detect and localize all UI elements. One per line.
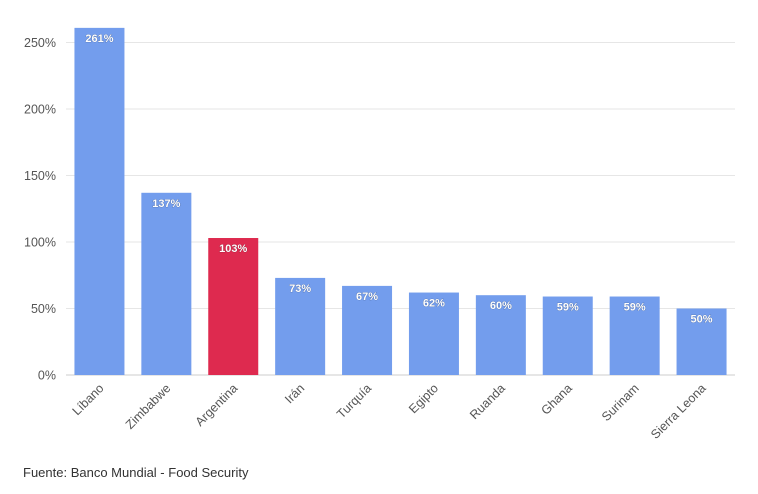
x-axis-tick-labels: Líbano Zimbabwe Argentina Irán Turquía Egipto… (70, 381, 709, 442)
data-label: 103% (219, 243, 247, 255)
bar-2 (141, 192, 192, 375)
data-label: 62% (423, 298, 445, 310)
bar-5 (342, 285, 393, 375)
y-tick-label: 150% (24, 169, 56, 183)
x-tick-label: Ghana (538, 381, 574, 417)
data-label: 67% (356, 291, 378, 303)
bars (74, 27, 727, 376)
bar-9 (609, 296, 660, 375)
data-label: 261% (85, 33, 113, 45)
bar-10 (676, 308, 727, 375)
x-tick-label: Sierra Leona (648, 381, 709, 442)
data-label: 59% (624, 302, 646, 314)
y-tick-label: 0% (38, 369, 56, 383)
y-tick-label: 250% (24, 36, 56, 50)
bar-7 (475, 295, 526, 375)
bar-3 (208, 238, 259, 375)
x-tick-label: Surinam (599, 381, 642, 424)
data-labels: 261% 137% 103% 73% 67% 62% 60% 59% 59% 50% (85, 33, 713, 326)
y-axis-tick-labels: 0% 50% 100% 150% 200% 250% (24, 36, 56, 383)
bar-1 (74, 27, 125, 376)
x-tick-label: Turquía (334, 381, 374, 421)
data-label: 50% (691, 314, 713, 326)
x-tick-label: Zimbabwe (123, 381, 174, 432)
source-note: Fuente: Banco Mundial - Food Security (23, 465, 249, 480)
bar-4 (275, 277, 326, 375)
bar-6 (408, 292, 459, 375)
y-tick-label: 50% (31, 302, 56, 316)
bar-8 (542, 296, 593, 375)
data-label: 137% (152, 198, 180, 210)
data-label: 60% (490, 300, 512, 312)
x-tick-label: Líbano (70, 381, 107, 418)
x-tick-label: Ruanda (467, 381, 508, 422)
x-tick-label: Irán (282, 381, 307, 406)
x-tick-label: Argentina (193, 381, 241, 429)
y-tick-label: 200% (24, 103, 56, 117)
data-label: 59% (557, 302, 579, 314)
data-label: 73% (289, 283, 311, 295)
bar-chart: 0% 50% 100% 150% 200% 250% 261% 137% 103% 73% 67%… (24, 27, 735, 442)
x-tick-label: Egipto (406, 381, 441, 416)
y-tick-label: 100% (24, 236, 56, 250)
